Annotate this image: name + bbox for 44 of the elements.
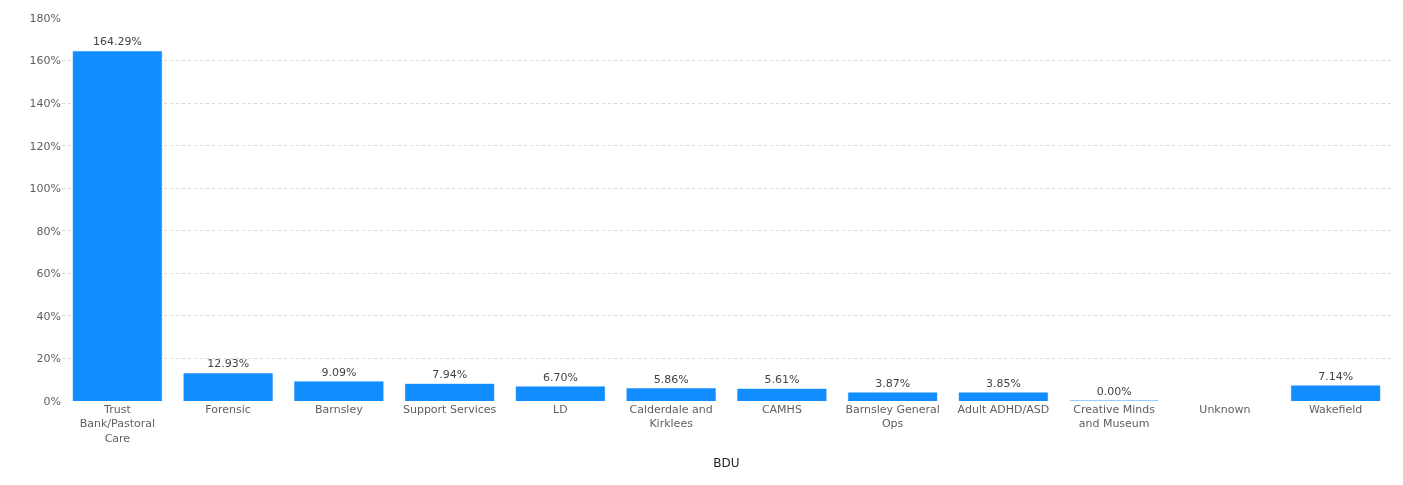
data-label: 3.85% <box>985 376 1021 390</box>
bar <box>515 386 605 401</box>
data-label: 0.00% <box>1096 385 1132 398</box>
bar <box>848 392 938 401</box>
y-tick-label: 160% <box>29 54 61 68</box>
bar <box>737 388 827 401</box>
x-tick-label: Support Services <box>402 403 497 416</box>
y-tick-label: 100% <box>29 182 61 196</box>
y-tick-label: 20% <box>36 352 61 366</box>
x-tick-label: Barnsley General Ops <box>845 403 940 431</box>
x-tick-label: Wakefield <box>1308 403 1363 416</box>
x-tick-label: Forensic <box>205 403 251 416</box>
data-label: 164.29% <box>92 35 142 49</box>
bar <box>958 392 1048 401</box>
data-label: 9.09% <box>321 365 357 379</box>
data-label: 6.70% <box>542 370 578 384</box>
x-tick-label: Calderdale and Kirklees <box>629 403 713 431</box>
y-tick-label: 60% <box>36 267 61 281</box>
bar <box>1291 385 1381 401</box>
x-tick-label: Adult ADHD/ASD <box>957 403 1050 416</box>
y-tick-label: 0% <box>43 394 61 408</box>
x-tick-label: LD <box>553 403 568 416</box>
y-tick-label: 120% <box>29 139 61 153</box>
bar <box>405 383 495 401</box>
y-tick-label: 180% <box>29 11 61 25</box>
bar <box>72 51 162 401</box>
x-axis-title: BDU <box>713 456 740 471</box>
x-tick-label: Creative Minds and Museum <box>1073 403 1156 431</box>
bar <box>183 373 273 401</box>
y-tick-label: 140% <box>29 96 61 110</box>
x-tick-label: Barnsley <box>315 403 364 416</box>
x-tick-label: CAMHS <box>761 403 802 416</box>
data-label: 7.94% <box>432 368 468 382</box>
y-tick-label: 40% <box>36 309 61 323</box>
data-label: 12.93% <box>207 357 250 371</box>
data-label: 3.87% <box>875 376 911 390</box>
data-label: 5.61% <box>764 373 800 387</box>
x-tick-label: Unknown <box>1199 403 1251 416</box>
data-label: 5.86% <box>653 372 689 386</box>
x-tick-label: Trust Bank/Pastoral Care <box>79 403 156 445</box>
y-tick-label: 80% <box>36 224 61 238</box>
bar <box>626 388 716 401</box>
data-label: 7.14% <box>1318 369 1354 383</box>
bar <box>294 381 384 401</box>
